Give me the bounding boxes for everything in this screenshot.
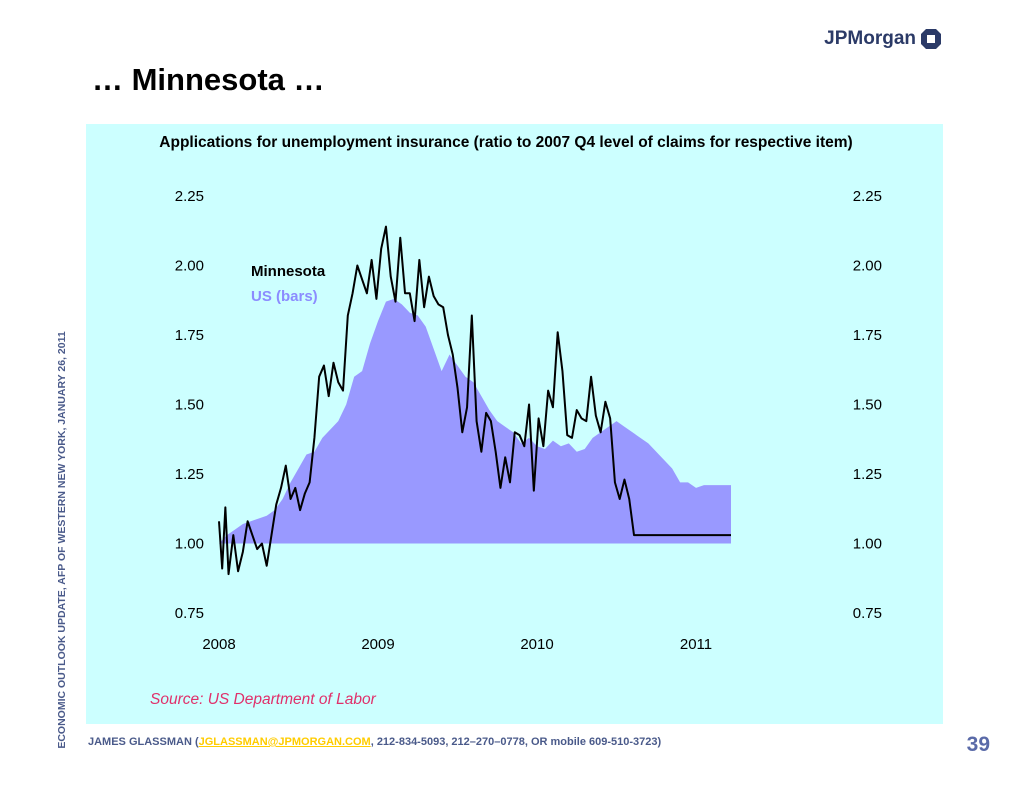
- chart-svg: Applications for unemployment insurance …: [150, 134, 882, 708]
- x-tick: 2008: [202, 636, 235, 653]
- y-tick-right: 1.00: [853, 536, 882, 553]
- us-bars-area: [219, 298, 731, 544]
- footer-phones: , 212-834-5093, 212–270–0778, OR mobile …: [370, 736, 662, 748]
- x-tick: 2011: [680, 636, 712, 653]
- page-number: 39: [966, 733, 990, 756]
- y-tick-left: 1.75: [175, 327, 204, 344]
- side-caption: ECONOMIC OUTLOOK UPDATE, AFP OF WESTERN …: [56, 331, 68, 749]
- footer-contact: JAMES GLASSMAN (JGLASSMAN@JPMORGAN.COM, …: [88, 736, 661, 748]
- y-tick-right: 2.25: [853, 188, 882, 205]
- y-tick-left: 1.50: [175, 397, 204, 414]
- chart-title: Applications for unemployment insurance …: [159, 134, 852, 151]
- logo-text: JPMorgan: [824, 28, 916, 49]
- y-tick-right: 1.50: [853, 397, 882, 414]
- y-tick-right: 2.00: [853, 258, 882, 275]
- footer-email-link[interactable]: JGLASSMAN@JPMORGAN.COM: [198, 736, 371, 748]
- source-note: Source: US Department of Labor: [150, 691, 377, 708]
- y-tick-left: 2.00: [175, 258, 204, 275]
- y-tick-right: 1.75: [853, 327, 882, 344]
- legend-minnesota: Minnesota: [251, 263, 326, 280]
- x-tick: 2010: [520, 636, 553, 653]
- chart-panel: Applications for unemployment insurance …: [86, 124, 943, 724]
- x-tick: 2009: [361, 636, 394, 653]
- jpmorgan-logo: JPMorgan: [824, 28, 942, 50]
- footer-author: JAMES GLASSMAN (: [88, 736, 199, 748]
- minnesota-line: [218, 225, 731, 576]
- y-tick-left: 2.25: [175, 188, 204, 205]
- octagon-logo-icon: [921, 29, 941, 49]
- page-title: … Minnesota …: [92, 62, 325, 97]
- y-tick-left: 1.25: [175, 466, 204, 483]
- y-tick-right: 0.75: [853, 605, 882, 622]
- y-tick-left: 0.75: [175, 605, 204, 622]
- legend-us-bars: US (bars): [251, 288, 318, 305]
- y-tick-right: 1.25: [853, 466, 882, 483]
- y-tick-left: 1.00: [175, 536, 204, 553]
